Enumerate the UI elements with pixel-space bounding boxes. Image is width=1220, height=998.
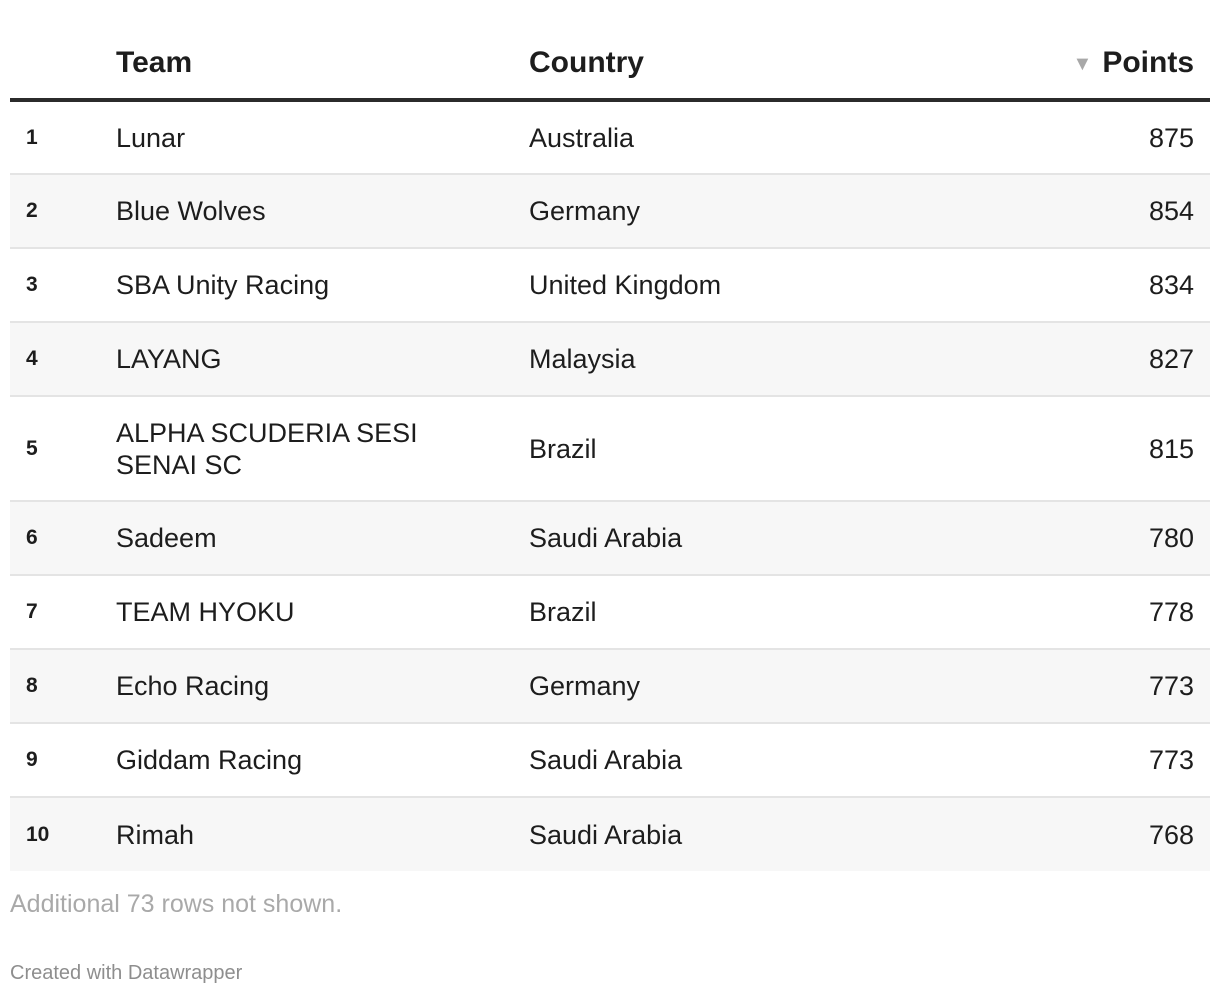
rank-cell: 5 xyxy=(10,396,116,502)
team-cell: Rimah xyxy=(116,819,195,850)
column-header-points-label: Points xyxy=(1102,46,1194,79)
table-row: 4 LAYANG Malaysia 827 xyxy=(10,322,1210,397)
table-row: 6 Sadeem Saudi Arabia 780 xyxy=(10,501,1210,576)
rank-cell: 9 xyxy=(10,723,116,798)
data-table-container: Team Country ▼ Points 1 Lunar Australia 8… xyxy=(10,28,1210,871)
country-cell: Brazil xyxy=(529,575,929,650)
country-cell: Malaysia xyxy=(529,322,929,397)
team-cell: TEAM HYOKU xyxy=(116,575,529,650)
header-row: Team Country ▼ Points xyxy=(10,28,1210,102)
team-cell: Sadeem xyxy=(116,501,529,576)
team-cell: Giddam Racing xyxy=(116,723,529,798)
team-cell: Lunar xyxy=(116,100,529,175)
country-cell: United Kingdom xyxy=(529,248,929,323)
rank-cell: 6 xyxy=(10,501,116,576)
column-header-country[interactable]: Country xyxy=(529,28,929,102)
table-row: 1 Lunar Australia 875 xyxy=(10,100,1210,175)
points-cell: 875 xyxy=(929,100,1210,175)
table-row: 9 Giddam Racing Saudi Arabia 773 xyxy=(10,723,1210,798)
points-cell: 773 xyxy=(929,649,1210,724)
points-cell: 773 xyxy=(929,723,1210,798)
column-header-team[interactable]: Team xyxy=(116,28,529,102)
table-row: 8 Echo Racing Germany 773 xyxy=(10,649,1210,724)
rank-cell: 4 xyxy=(10,322,116,397)
datawrapper-credit[interactable]: Created with Datawrapper xyxy=(10,962,243,984)
rank-cell: 2 xyxy=(10,174,116,249)
country-cell: Brazil xyxy=(529,396,929,502)
team-cell: Echo Racing xyxy=(116,649,529,724)
points-cell: 768 xyxy=(1148,819,1194,850)
table-row: 2 Blue Wolves Germany 854 xyxy=(10,174,1210,249)
rank-cell: 3 xyxy=(10,248,116,323)
data-table: Team Country ▼ Points 1 Lunar Australia 8… xyxy=(10,28,1210,871)
rows-not-shown-note: Additional 73 rows not shown. xyxy=(10,890,343,918)
table-row: 5 ALPHA SCUDERIA SESI SENAI SC Brazil 81… xyxy=(10,396,1210,502)
table-body: 1 Lunar Australia 875 2 Blue Wolves Germ… xyxy=(10,100,1210,871)
country-cell: Germany xyxy=(529,174,929,249)
country-cell: Saudi Arabia xyxy=(529,501,929,576)
rank-cell: 1 xyxy=(10,100,116,175)
column-header-rank xyxy=(10,28,116,102)
rank-cell: 10 xyxy=(26,822,50,846)
country-cell: Australia xyxy=(529,100,929,175)
column-header-points[interactable]: ▼ Points xyxy=(929,28,1210,102)
team-cell: Blue Wolves xyxy=(116,174,529,249)
points-cell: 854 xyxy=(929,174,1210,249)
points-cell: 834 xyxy=(929,248,1210,323)
team-cell: SBA Unity Racing xyxy=(116,248,529,323)
table-row: 3 SBA Unity Racing United Kingdom 834 xyxy=(10,248,1210,323)
points-cell: 778 xyxy=(929,575,1210,650)
rank-cell: 8 xyxy=(10,649,116,724)
table-row: 7 TEAM HYOKU Brazil 778 xyxy=(10,575,1210,650)
points-cell: 815 xyxy=(929,396,1210,502)
sort-descending-icon[interactable]: ▼ xyxy=(1072,53,1093,75)
country-cell: Saudi Arabia xyxy=(529,723,929,798)
rank-cell: 7 xyxy=(10,575,116,650)
table-row: 10 Rimah Saudi Arabia 768 xyxy=(10,797,1210,871)
team-cell: LAYANG xyxy=(116,322,529,397)
points-cell: 780 xyxy=(929,501,1210,576)
points-cell: 827 xyxy=(929,322,1210,397)
team-cell: ALPHA SCUDERIA SESI SENAI SC xyxy=(116,396,529,502)
table-header: Team Country ▼ Points xyxy=(10,28,1210,102)
country-cell: Saudi Arabia xyxy=(529,819,683,850)
country-cell: Germany xyxy=(529,649,929,724)
